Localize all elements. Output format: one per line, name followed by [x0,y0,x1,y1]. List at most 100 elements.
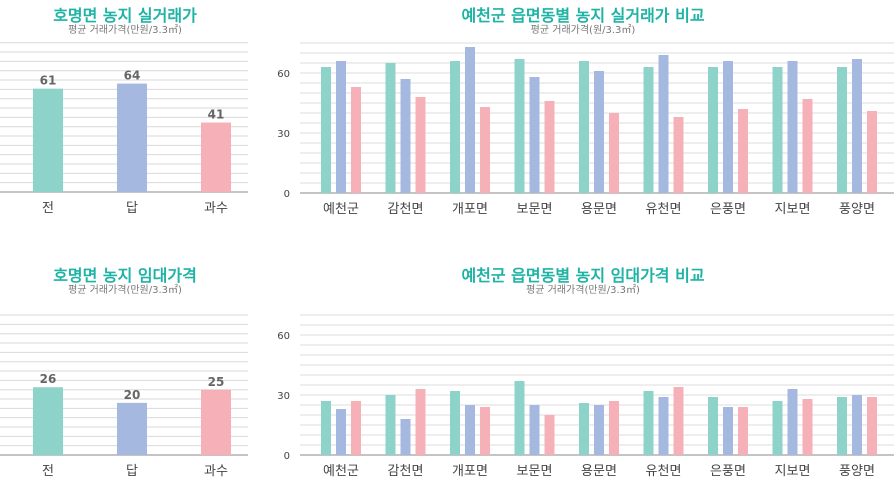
bar [579,403,589,455]
bar [465,405,475,455]
chart-title: 예천군 읍면동별 농지 임대가격 비교 [461,266,705,285]
x-tick-label: 전 [42,201,54,216]
x-tick-label: 개포면 [452,464,488,479]
y-tick-label: 60 [277,331,290,342]
bar [415,389,426,455]
bar [658,397,669,455]
x-tick-label: 풍양면 [839,464,875,479]
bar [385,63,396,193]
bar [787,61,798,193]
bar [802,99,813,193]
x-tick-label: 답 [126,464,138,479]
bar [837,67,847,193]
x-tick-label: 예천군 [323,202,359,217]
bar [708,67,718,193]
x-tick-label: 지보면 [775,464,811,479]
bar [450,391,460,455]
chart-title: 호명면 농지 실거래가 [53,6,197,25]
bar [867,397,877,455]
x-tick-label: 감천면 [388,202,424,217]
bar [594,71,604,193]
data-label: 26 [40,372,57,386]
bar [673,387,684,455]
bar [400,79,411,193]
bar [480,107,490,193]
x-tick-label: 보문면 [517,464,553,479]
y-tick-label: 60 [277,69,290,80]
rent-compare-chart: 0 30 60 예천군 감천면 개포면 보문면 용문면 유천면 은풍면 지보면 풍양면 [277,314,894,479]
bar [787,389,798,455]
y-tick-label: 30 [277,129,290,140]
bar [544,415,555,455]
bar [117,402,147,455]
bar [609,113,619,193]
bar [351,401,361,455]
data-label: 20 [124,388,141,402]
chart-title: 호명면 농지 임대가격 [53,266,197,285]
bar [708,397,718,455]
bar [772,401,783,455]
bar [772,67,783,193]
sale-compare-chart: 0 30 60 예천군 감천면 개포면 보문면 용문면 유천면 은풍면 지보면 풍양면 [277,42,894,217]
data-label: 64 [124,69,141,83]
x-tick-label: 용문면 [581,464,617,479]
chart-subtitle: 평균 거래가격(만원/3.3㎡) [68,25,182,36]
bar [738,407,748,455]
rent-compare-panel: 예천군 읍면동별 농지 임대가격 비교 평균 거래가격(만원/3.3㎡) 0 30… [270,260,896,480]
bar [450,61,460,193]
bar [465,47,475,193]
bar [529,77,540,193]
data-label: 41 [208,108,225,122]
bar [321,401,331,455]
bar [609,401,619,455]
bar [33,387,63,455]
bar [480,407,490,455]
x-tick-label: 답 [126,201,138,216]
x-tick-label: 예천군 [323,464,359,479]
chart-subtitle: 평균 거래가격(만원/3.3㎡) [526,285,640,296]
x-tick-label: 은풍면 [710,202,746,217]
bar [321,67,331,193]
x-tick-label: 용문면 [581,202,617,217]
x-tick-label: 보문면 [517,202,553,217]
sale-homyeon-panel: 호명면 농지 실거래가 평균 거래가격(만원/3.3㎡) 61 전 64 답 41 과수 [0,0,250,240]
bar [336,61,346,193]
bar [117,83,147,192]
bar [385,395,396,455]
bar [544,101,555,193]
x-tick-label: 과수 [204,201,228,216]
rent-homyeon-panel: 호명면 농지 임대가격 평균 거래가격(만원/3.3㎡) 26 전 20 답 25 과수 [0,260,250,480]
data-label: 61 [40,74,57,88]
bar [837,397,847,455]
x-tick-label: 은풍면 [710,464,746,479]
y-tick-label: 0 [284,451,290,462]
bar [723,61,733,193]
bar [852,395,862,455]
x-tick-label: 감천면 [388,464,424,479]
bar [594,405,604,455]
chart-title: 예천군 읍면동별 농지 실거래가 비교 [461,6,705,25]
bar [723,407,733,455]
data-label: 25 [208,375,225,389]
bar [852,59,862,193]
x-tick-label: 유천면 [646,464,682,479]
x-tick-label: 풍양면 [839,202,875,217]
sale-homyeon-chart: 61 전 64 답 41 과수 [0,42,248,216]
bar [579,61,589,193]
bar [738,109,748,193]
bar [643,67,654,193]
bar [867,111,877,193]
bar [201,122,231,192]
sale-compare-panel: 예천군 읍면동별 농지 실거래가 비교 평균 거래가격(원/3.3㎡) 0 30 6… [270,0,896,240]
bar [802,399,813,455]
y-tick-label: 30 [277,391,290,402]
bar [643,391,654,455]
rent-homyeon-chart: 26 전 20 답 25 과수 [0,314,248,479]
bar [529,405,540,455]
bar [336,409,346,455]
bar [400,419,411,455]
x-tick-label: 전 [42,464,54,479]
x-tick-label: 지보면 [775,202,811,217]
x-tick-label: 개포면 [452,202,488,217]
bar [514,59,525,193]
